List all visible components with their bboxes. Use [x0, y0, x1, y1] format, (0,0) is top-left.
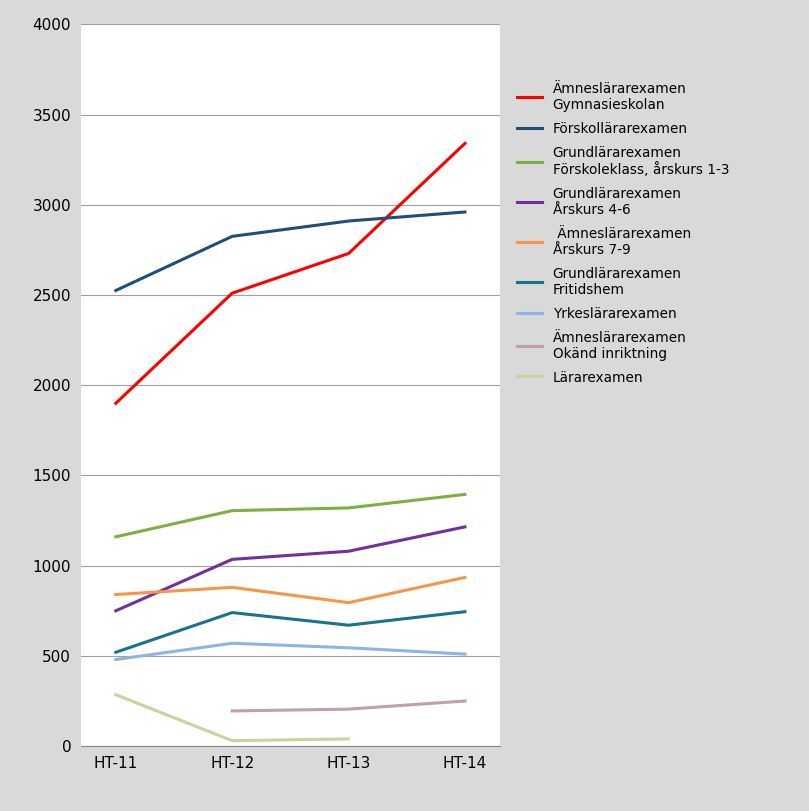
Grundlärarexamen
Årskurs 4-6: [227, 555, 237, 564]
Grundlärarexamen
Fritidshem: [460, 607, 470, 616]
Lärarexamen: [111, 690, 121, 700]
Grundlärarexamen
Årskurs 4-6: [344, 547, 354, 556]
Line: Ämneslärarexamen
Gymnasieskolan: Ämneslärarexamen Gymnasieskolan: [116, 144, 465, 403]
Grundlärarexamen
Årskurs 4-6: [111, 606, 121, 616]
Line: Grundlärarexamen
Förskoleklass, årskurs 1-3: Grundlärarexamen Förskoleklass, årskurs …: [116, 495, 465, 537]
Line: Yrkeslärarexamen: Yrkeslärarexamen: [116, 643, 465, 659]
Yrkeslärarexamen: [344, 643, 354, 653]
Förskollärarexamen: [111, 285, 121, 295]
Yrkeslärarexamen: [111, 654, 121, 664]
 Ämneslärarexamen
Årskurs 7-9: [344, 598, 354, 607]
Ämneslärarexamen
Okänd inriktning: [227, 706, 237, 716]
Lärarexamen: [227, 736, 237, 745]
Ämneslärarexamen
Okänd inriktning: [460, 696, 470, 706]
Ämneslärarexamen
Gymnasieskolan: [344, 249, 354, 259]
Grundlärarexamen
Fritidshem: [111, 647, 121, 657]
Grundlärarexamen
Förskoleklass, årskurs 1-3: [227, 506, 237, 516]
Line: Förskollärarexamen: Förskollärarexamen: [116, 212, 465, 290]
Line:  Ämneslärarexamen
Årskurs 7-9: Ämneslärarexamen Årskurs 7-9: [116, 577, 465, 603]
 Ämneslärarexamen
Årskurs 7-9: [460, 573, 470, 582]
 Ämneslärarexamen
Årskurs 7-9: [111, 590, 121, 599]
Line: Grundlärarexamen
Fritidshem: Grundlärarexamen Fritidshem: [116, 611, 465, 652]
Ämneslärarexamen
Gymnasieskolan: [460, 139, 470, 148]
Lärarexamen: [344, 734, 354, 744]
Yrkeslärarexamen: [227, 638, 237, 648]
Grundlärarexamen
Förskoleklass, årskurs 1-3: [111, 532, 121, 542]
Grundlärarexamen
Fritidshem: [227, 607, 237, 617]
Grundlärarexamen
Fritidshem: [344, 620, 354, 630]
Line: Ämneslärarexamen
Okänd inriktning: Ämneslärarexamen Okänd inriktning: [232, 701, 465, 711]
Line: Grundlärarexamen
Årskurs 4-6: Grundlärarexamen Årskurs 4-6: [116, 527, 465, 611]
Grundlärarexamen
Förskoleklass, årskurs 1-3: [460, 490, 470, 500]
Ämneslärarexamen
Okänd inriktning: [344, 704, 354, 714]
Line: Lärarexamen: Lärarexamen: [116, 695, 349, 740]
Förskollärarexamen: [460, 207, 470, 217]
Ämneslärarexamen
Gymnasieskolan: [111, 398, 121, 408]
Grundlärarexamen
Årskurs 4-6: [460, 522, 470, 532]
Ämneslärarexamen
Gymnasieskolan: [227, 289, 237, 298]
Förskollärarexamen: [227, 231, 237, 241]
Yrkeslärarexamen: [460, 650, 470, 659]
Grundlärarexamen
Förskoleklass, årskurs 1-3: [344, 503, 354, 513]
Förskollärarexamen: [344, 217, 354, 226]
 Ämneslärarexamen
Årskurs 7-9: [227, 582, 237, 592]
Legend: Ämneslärarexamen
Gymnasieskolan, Förskollärarexamen, Grundlärarexamen
Förskolekl: Ämneslärarexamen Gymnasieskolan, Förskol…: [517, 82, 729, 384]
